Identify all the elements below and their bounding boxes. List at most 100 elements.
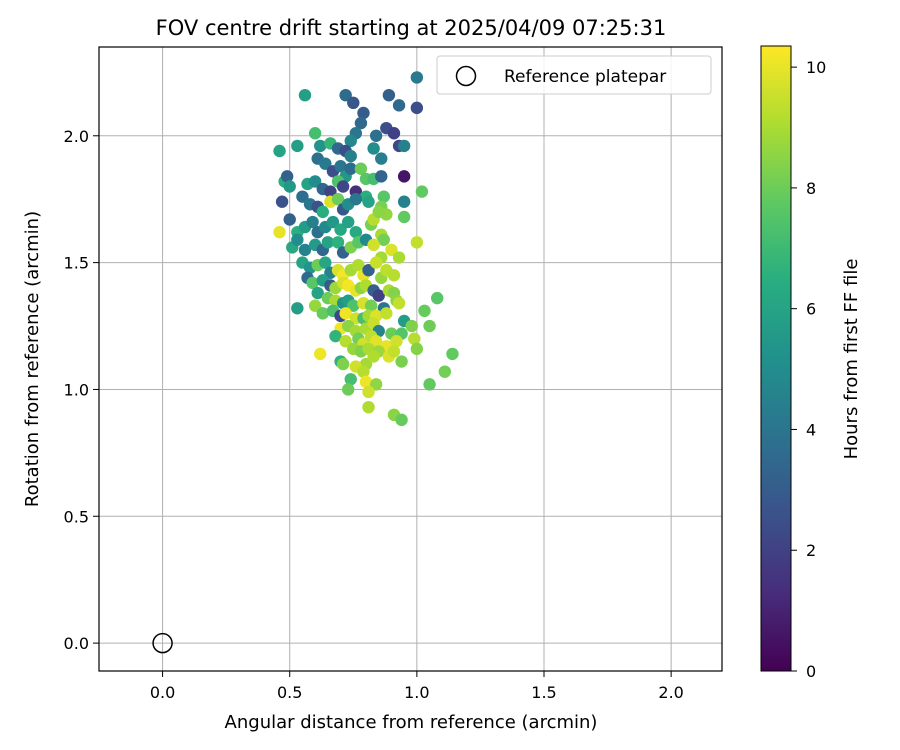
data-point: [283, 180, 296, 193]
data-point: [362, 385, 375, 399]
data-point: [369, 256, 383, 269]
colorbar-label: Hours from first FF file: [841, 259, 862, 460]
colorbar-gradient: [760, 45, 792, 672]
data-point: [410, 236, 424, 249]
data-point: [314, 347, 327, 361]
data-point: [316, 307, 329, 320]
data-point: [372, 205, 385, 219]
data-point: [405, 319, 418, 333]
data-point: [423, 378, 436, 391]
data-point: [357, 365, 370, 378]
data-point: [306, 215, 319, 229]
data-point: [291, 233, 304, 246]
data-point: [354, 162, 368, 175]
data-point: [311, 286, 324, 300]
data-point: [316, 205, 329, 219]
data-point: [375, 170, 388, 183]
data-point: [342, 215, 355, 229]
colorbar: 0 2 4 6 8 10 Hours from first FF file: [760, 45, 862, 681]
data-point: [336, 357, 350, 371]
y-axis-label: Rotation from reference (arcmin): [22, 211, 43, 507]
colorbar-tick-label: 0: [806, 662, 816, 681]
data-point: [326, 215, 340, 229]
plot-frame: [98, 46, 723, 672]
data-point: [392, 99, 406, 112]
colorbar-tick-label: 4: [806, 420, 816, 439]
data-point: [372, 289, 385, 302]
data-point: [367, 142, 380, 155]
data-point: [362, 400, 375, 414]
data-point: [331, 192, 345, 206]
data-point: [382, 88, 396, 102]
data-point: [410, 342, 424, 356]
y-axis-ticks: 0.0 0.5 1.0 1.5 2.0: [64, 127, 99, 653]
reference-platepar-marker: [152, 632, 173, 654]
data-point: [283, 213, 296, 226]
data-point: [280, 170, 294, 183]
data-point: [342, 383, 355, 396]
data-point: [377, 190, 390, 203]
data-point: [347, 96, 360, 110]
data-point: [380, 307, 393, 320]
data-point: [336, 180, 350, 193]
data-point: [392, 296, 406, 310]
data-point: [349, 192, 363, 206]
data-point: [415, 185, 429, 198]
data-point: [339, 88, 352, 102]
data-point: [314, 139, 327, 153]
data-point: [273, 225, 286, 239]
data-point: [410, 71, 424, 84]
chart-title: FOV centre drift starting at 2025/04/09 …: [156, 16, 667, 40]
data-point: [397, 170, 411, 183]
grid-lines: [99, 47, 722, 671]
data-point: [375, 152, 388, 165]
data-point: [308, 299, 322, 312]
data-point: [344, 149, 357, 163]
y-tick-label: 0.0: [64, 634, 89, 653]
data-point: [362, 195, 375, 208]
data-point: [408, 332, 421, 345]
data-point: [291, 139, 304, 153]
y-tick-label: 2.0: [64, 127, 89, 146]
data-point: [298, 243, 312, 257]
data-point: [321, 236, 335, 249]
data-point: [431, 291, 444, 305]
data-point: [397, 139, 411, 153]
x-tick-label: 1.5: [531, 683, 556, 702]
data-point: [367, 350, 380, 363]
data-point: [369, 378, 383, 391]
data-point: [339, 335, 352, 348]
data-point: [387, 127, 401, 140]
x-axis-label: Angular distance from reference (arcmin): [225, 712, 598, 733]
data-point: [296, 190, 309, 203]
data-point: [446, 347, 459, 361]
data-point: [410, 101, 424, 115]
legend: Reference platepar: [436, 55, 712, 95]
data-point: [275, 195, 289, 208]
data-point: [385, 243, 398, 257]
data-point: [334, 160, 347, 173]
data-point: [362, 264, 375, 277]
colorbar-tick-label: 10: [806, 58, 826, 77]
data-point: [395, 413, 408, 427]
data-point: [364, 299, 378, 312]
data-point: [306, 276, 319, 290]
data-point: [359, 375, 373, 389]
colorbar-tick-label: 2: [806, 541, 816, 560]
data-point: [291, 302, 304, 315]
data-point: [438, 365, 452, 378]
data-point: [390, 335, 403, 348]
data-point: [349, 225, 363, 239]
data-point: [308, 175, 322, 188]
data-point: [354, 116, 368, 130]
data-point: [339, 307, 352, 320]
data-point: [344, 373, 357, 386]
data-point: [367, 238, 380, 252]
data-point: [319, 157, 332, 170]
data-point: [347, 299, 360, 312]
data-point: [369, 129, 383, 142]
legend-box: [436, 55, 712, 95]
data-point: [369, 335, 383, 348]
x-tick-label: 0.5: [277, 683, 302, 702]
